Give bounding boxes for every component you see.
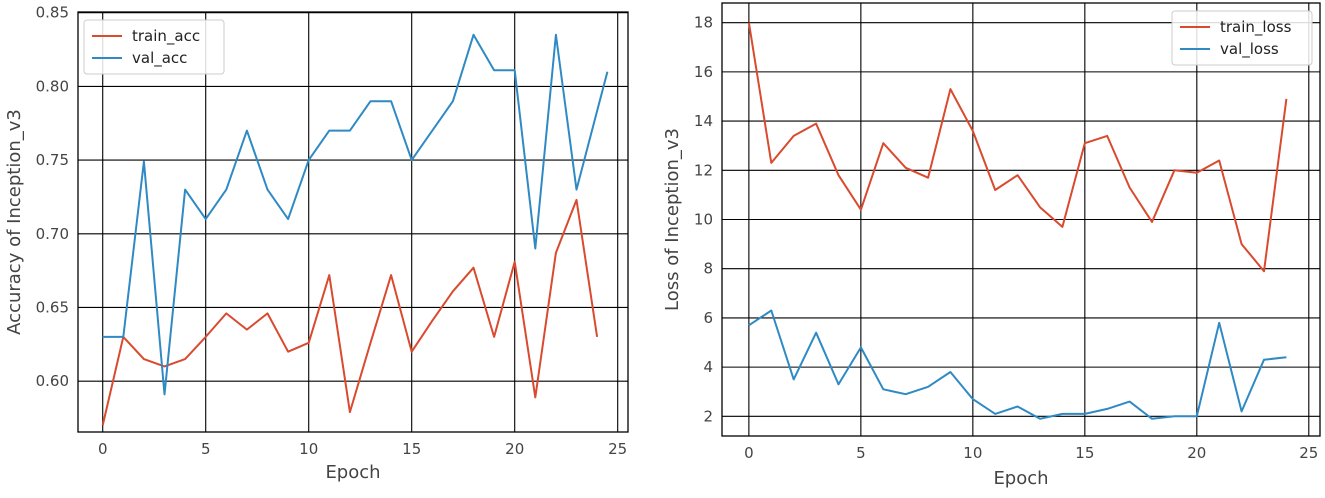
acc-x-tick-label: 20 [505, 440, 524, 458]
loss-y-tick-label: 12 [694, 161, 713, 179]
loss-series-val_loss [748, 309, 1287, 420]
acc-y-tick-label: 0.60 [36, 372, 69, 390]
loss-legend-box [1171, 10, 1313, 66]
loss-legend-label-val_loss: val_loss [1220, 40, 1279, 59]
acc-plot-area [78, 12, 628, 432]
acc-series-val_acc [102, 33, 609, 396]
acc-x-tick-label: 0 [98, 440, 108, 458]
acc-plot-frame [77, 11, 629, 433]
acc-y-axis-label: Accuracy of Inception_v3 [4, 109, 25, 335]
loss-x-tick-label: 5 [856, 444, 866, 462]
loss-y-tick-label: 10 [694, 211, 713, 229]
loss-legend: train_loss val_loss [1171, 10, 1313, 66]
loss-y-tick-label: 18 [694, 14, 713, 32]
loss-plot-frame [721, 2, 1321, 437]
loss-y-tick-label: 8 [703, 260, 713, 278]
acc-x-tick-label: 25 [608, 440, 627, 458]
acc-y-tick-label: 0.80 [36, 77, 69, 95]
acc-chart: 0 5 10 15 20 25 0.60 0.65 0.70 0.75 0.80 0.85 Epoch A… [4, 4, 629, 483]
acc-x-axis-label: Epoch [325, 462, 380, 483]
acc-x-tick-label: 15 [402, 440, 421, 458]
acc-y-tick-label: 0.75 [36, 151, 69, 169]
loss-chart: 0 5 10 15 20 25 2 4 6 8 10 12 14 16 18 Epoch Loss of Inc… [662, 2, 1321, 489]
acc-x-tick-label: 5 [201, 440, 211, 458]
loss-series-train_loss [747, 22, 1288, 273]
loss-x-tick-label: 15 [1075, 444, 1094, 462]
acc-series-train_acc [101, 198, 599, 426]
loss-x-axis-label: Epoch [993, 468, 1048, 489]
acc-legend-label-val_acc: val_acc [132, 49, 187, 68]
loss-x-tick-label: 25 [1299, 444, 1318, 462]
acc-y-tick-label: 0.85 [36, 4, 69, 22]
acc-legend: train_acc val_acc [83, 19, 225, 75]
loss-y-tick-label: 16 [694, 63, 713, 81]
loss-y-tick-label: 6 [703, 309, 713, 327]
acc-y-tick-label: 0.70 [36, 225, 69, 243]
loss-x-tick-label: 10 [963, 444, 982, 462]
loss-x-tick-label: 0 [744, 444, 754, 462]
loss-y-tick-label: 4 [703, 358, 713, 376]
loss-y-axis-label: Loss of Inception_v3 [662, 128, 683, 311]
acc-legend-box [83, 19, 225, 75]
loss-x-tick-label: 20 [1187, 444, 1206, 462]
acc-legend-label-train_acc: train_acc [132, 27, 200, 46]
loss-y-tick-label: 2 [703, 407, 713, 425]
loss-y-tick-label: 14 [694, 112, 713, 130]
loss-legend-label-train_loss: train_loss [1220, 18, 1292, 37]
acc-x-tick-label: 10 [299, 440, 318, 458]
acc-y-tick-label: 0.65 [36, 298, 69, 316]
